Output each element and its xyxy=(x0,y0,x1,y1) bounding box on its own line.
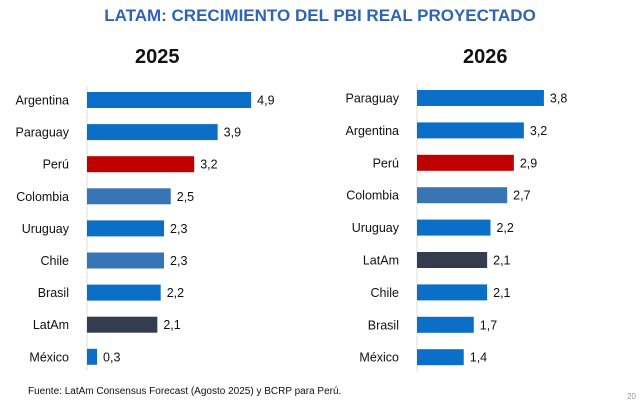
bar xyxy=(417,90,544,106)
category-label: Argentina xyxy=(15,94,69,108)
category-label: Paraguay xyxy=(345,92,399,106)
data-label: 1,4 xyxy=(470,351,487,365)
data-label: 3,8 xyxy=(550,92,567,106)
category-label: Paraguay xyxy=(15,126,69,140)
bar xyxy=(87,220,165,237)
chart-2025-title: 2025 xyxy=(135,46,180,68)
chart-title: LATAM: CRECIMIENTO DEL PBI REAL PROYECTA… xyxy=(104,6,536,25)
bar xyxy=(87,348,98,365)
data-label: 0,3 xyxy=(103,350,120,364)
category-label: Colombia xyxy=(346,189,399,203)
data-label: 3,9 xyxy=(224,126,241,140)
bar xyxy=(417,154,514,171)
category-label: Uruguay xyxy=(22,222,70,236)
data-label: 2,1 xyxy=(493,254,510,268)
category-label: México xyxy=(359,351,399,365)
category-label: Chile xyxy=(371,286,400,300)
category-label: Perú xyxy=(373,156,399,170)
category-label: Perú xyxy=(43,158,69,172)
category-label: México xyxy=(29,350,69,364)
bar xyxy=(417,316,474,333)
data-label: 3,2 xyxy=(530,124,547,138)
bar xyxy=(87,252,165,269)
data-label: 1,7 xyxy=(480,318,497,332)
category-label: LatAm xyxy=(363,254,399,268)
category-label: Uruguay xyxy=(352,221,400,235)
bar xyxy=(87,124,218,141)
bar xyxy=(417,122,524,139)
category-label: Chile xyxy=(41,254,70,268)
chart-2025: Argentina 4,9 Paraguay 3,9 Perú 3,2 Colombia 2,… xyxy=(15,86,275,371)
data-label: 2,7 xyxy=(513,189,530,203)
data-label: 4,9 xyxy=(257,94,274,108)
bar xyxy=(87,316,158,333)
chart-2026: Paraguay 3,8 Argentina 3,2 Perú 2,9 Colombia 2,… xyxy=(345,84,567,372)
bar xyxy=(417,284,488,301)
source-note: Fuente: LatAm Consensus Forecast (Agosto… xyxy=(28,386,342,397)
data-label: 2,3 xyxy=(170,254,187,268)
category-label: Argentina xyxy=(345,124,399,138)
data-label: 2,1 xyxy=(493,286,510,300)
bar xyxy=(87,188,171,205)
chart-2026-title: 2026 xyxy=(463,46,508,68)
bar xyxy=(87,92,252,108)
bar xyxy=(417,187,508,204)
data-label: 2,3 xyxy=(170,222,187,236)
category-label: Brasil xyxy=(368,318,399,332)
bar xyxy=(87,284,161,301)
category-label: Colombia xyxy=(16,190,69,204)
data-label: 2,9 xyxy=(520,156,537,170)
data-label: 2,5 xyxy=(177,190,194,204)
bar xyxy=(417,252,488,268)
data-label: 2,1 xyxy=(163,318,180,332)
bar xyxy=(87,156,195,173)
bar xyxy=(417,349,464,366)
bar xyxy=(417,219,491,236)
category-label: Brasil xyxy=(38,286,69,300)
data-label: 2,2 xyxy=(496,221,513,235)
category-label: LatAm xyxy=(33,318,69,332)
page-number: 20 xyxy=(627,392,636,401)
data-label: 3,2 xyxy=(200,158,217,172)
data-label: 2,2 xyxy=(167,286,184,300)
